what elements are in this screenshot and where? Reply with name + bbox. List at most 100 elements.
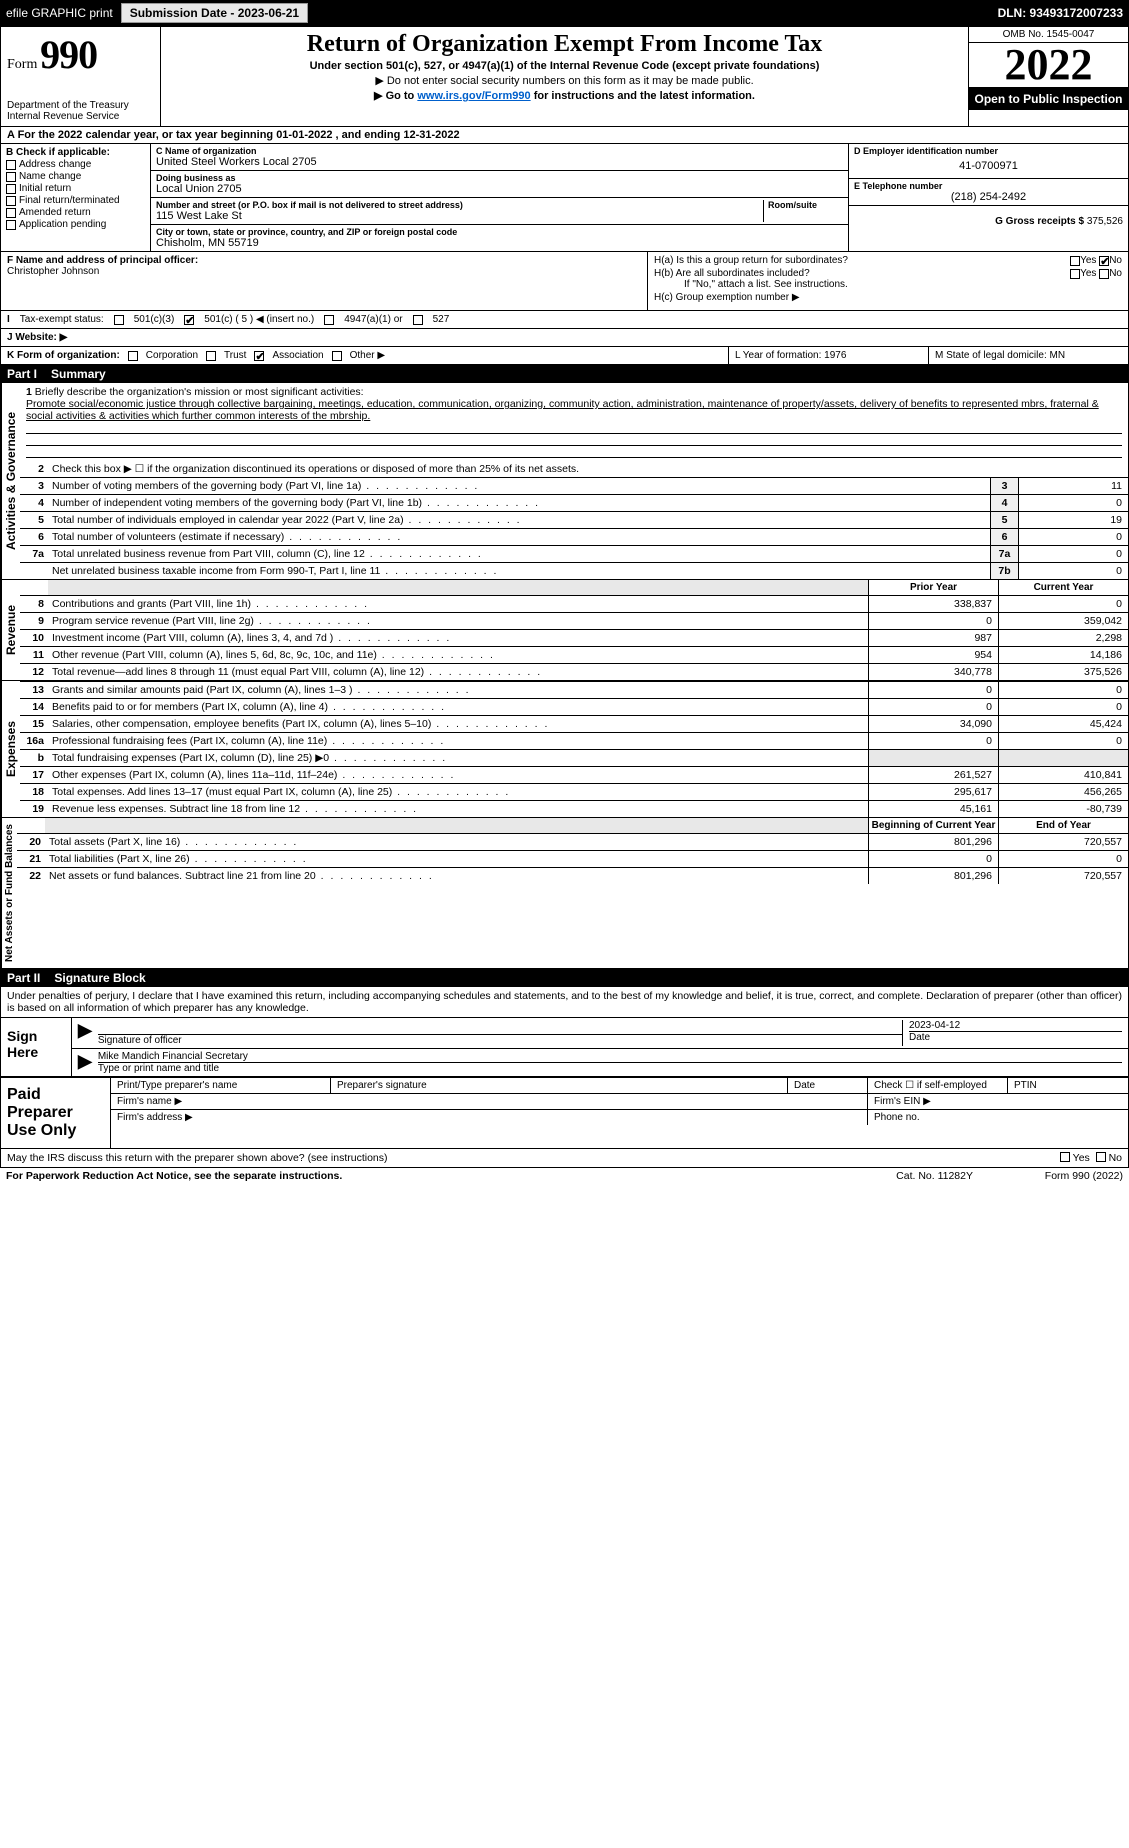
part1-title: Summary bbox=[51, 367, 106, 381]
form-container: Form 990 Department of the Treasury Inte… bbox=[0, 26, 1129, 1168]
dba-label: Doing business as bbox=[156, 173, 843, 183]
col-c-org-info: C Name of organization United Steel Work… bbox=[151, 144, 848, 251]
arrow-icon: ▶ bbox=[78, 1051, 92, 1074]
submission-date-button[interactable]: Submission Date - 2023-06-21 bbox=[121, 3, 308, 23]
chk-trust[interactable] bbox=[206, 351, 216, 361]
data-line: 8Contributions and grants (Part VIII, li… bbox=[20, 595, 1128, 612]
ha-yes-checkbox[interactable] bbox=[1070, 256, 1080, 266]
gov-line: 6Total number of volunteers (estimate if… bbox=[20, 528, 1128, 545]
section-expenses: Expenses 13Grants and similar amounts pa… bbox=[1, 681, 1128, 818]
prior-year-header: Prior Year bbox=[868, 580, 998, 595]
data-line: 14Benefits paid to or for members (Part … bbox=[20, 698, 1128, 715]
chk-application-pending[interactable]: Application pending bbox=[6, 219, 145, 230]
header-mid: Return of Organization Exempt From Incom… bbox=[161, 27, 968, 126]
gov-line: 4Number of independent voting members of… bbox=[20, 494, 1128, 511]
hb-yes-checkbox[interactable] bbox=[1070, 269, 1080, 279]
mission-block: 1 Briefly describe the organization's mi… bbox=[20, 383, 1128, 461]
city-label: City or town, state or province, country… bbox=[156, 227, 843, 237]
beginning-year-header: Beginning of Current Year bbox=[868, 818, 998, 833]
sig-date-label: Date bbox=[909, 1031, 1122, 1043]
data-line: 12Total revenue—add lines 8 through 11 (… bbox=[20, 663, 1128, 680]
self-employed-label: Check ☐ if self-employed bbox=[868, 1078, 1008, 1093]
data-line: 22Net assets or fund balances. Subtract … bbox=[17, 867, 1128, 884]
row-f-h: F Name and address of principal officer:… bbox=[1, 252, 1128, 311]
chk-527[interactable] bbox=[413, 315, 423, 325]
hb-no-checkbox[interactable] bbox=[1099, 269, 1109, 279]
row-a-tax-year: A For the 2022 calendar year, or tax yea… bbox=[1, 127, 1128, 144]
chk-name-change[interactable]: Name change bbox=[6, 171, 145, 182]
org-name: United Steel Workers Local 2705 bbox=[156, 156, 843, 168]
form-number: 990 bbox=[40, 32, 97, 77]
header-left: Form 990 Department of the Treasury Inte… bbox=[1, 27, 161, 126]
irs-link[interactable]: www.irs.gov/Form990 bbox=[417, 90, 530, 102]
data-line: 10Investment income (Part VIII, column (… bbox=[20, 629, 1128, 646]
hc-label: H(c) Group exemption number ▶ bbox=[654, 292, 1122, 303]
chk-association[interactable] bbox=[254, 351, 264, 361]
chk-initial-return[interactable]: Initial return bbox=[6, 183, 145, 194]
form-word: Form bbox=[7, 57, 37, 72]
gov-line: 7aTotal unrelated business revenue from … bbox=[20, 545, 1128, 562]
data-line: 15Salaries, other compensation, employee… bbox=[20, 715, 1128, 732]
data-line: bTotal fundraising expenses (Part IX, co… bbox=[20, 749, 1128, 766]
hb-label: H(b) Are all subordinates included? bbox=[654, 268, 1070, 279]
chk-501c3[interactable] bbox=[114, 315, 124, 325]
chk-final-return[interactable]: Final return/terminated bbox=[6, 195, 145, 206]
data-line: 19Revenue less expenses. Subtract line 1… bbox=[20, 800, 1128, 817]
chk-4947[interactable] bbox=[324, 315, 334, 325]
data-line: 9Program service revenue (Part VIII, lin… bbox=[20, 612, 1128, 629]
section-governance: Activities & Governance 1 Briefly descri… bbox=[1, 383, 1128, 580]
firm-address-label: Firm's address ▶ bbox=[111, 1110, 868, 1125]
header-right: OMB No. 1545-0047 2022 Open to Public In… bbox=[968, 27, 1128, 126]
phone-value: (218) 254-2492 bbox=[854, 191, 1123, 203]
firm-phone-label: Phone no. bbox=[868, 1110, 1128, 1125]
mission-text: Promote social/economic justice through … bbox=[26, 398, 1099, 422]
block-entity-info: B Check if applicable: Address change Na… bbox=[1, 144, 1128, 252]
street-value: 115 West Lake St bbox=[156, 210, 763, 222]
efile-topbar: efile GRAPHIC print Submission Date - 20… bbox=[0, 0, 1129, 26]
form-ref: Form 990 (2022) bbox=[973, 1170, 1123, 1182]
ein-label: D Employer identification number bbox=[854, 146, 1123, 156]
chk-corporation[interactable] bbox=[128, 351, 138, 361]
dba-value: Local Union 2705 bbox=[156, 183, 843, 195]
street-label: Number and street (or P.O. box if mail i… bbox=[156, 200, 763, 210]
sign-here-label: Sign Here bbox=[1, 1018, 71, 1076]
group-return-block: H(a) Is this a group return for subordin… bbox=[648, 252, 1128, 310]
data-line: 16aProfessional fundraising fees (Part I… bbox=[20, 732, 1128, 749]
discuss-row: May the IRS discuss this return with the… bbox=[1, 1148, 1128, 1167]
ha-no-checkbox[interactable] bbox=[1099, 256, 1109, 266]
firm-ein-label: Firm's EIN ▶ bbox=[868, 1094, 1128, 1109]
chk-address-change[interactable]: Address change bbox=[6, 159, 145, 170]
vtab-net-assets: Net Assets or Fund Balances bbox=[1, 818, 17, 968]
section-net-assets: Net Assets or Fund Balances Beginning of… bbox=[1, 818, 1128, 969]
ha-label: H(a) Is this a group return for subordin… bbox=[654, 255, 1070, 266]
chk-amended-return[interactable]: Amended return bbox=[6, 207, 145, 218]
l-year-formation: L Year of formation: 1976 bbox=[728, 347, 928, 364]
discuss-no-checkbox[interactable] bbox=[1096, 1152, 1106, 1162]
perjury-declaration: Under penalties of perjury, I declare th… bbox=[1, 987, 1128, 1017]
part1-label: Part I bbox=[7, 367, 37, 381]
gov-line: Net unrelated business taxable income fr… bbox=[20, 562, 1128, 579]
chk-other[interactable] bbox=[332, 351, 342, 361]
room-label: Room/suite bbox=[768, 200, 843, 210]
officer-name-title: Mike Mandich Financial Secretary bbox=[98, 1051, 1122, 1062]
col-b-checkboxes: B Check if applicable: Address change Na… bbox=[1, 144, 151, 251]
paid-preparer-label: Paid Preparer Use Only bbox=[1, 1078, 111, 1148]
row-i-tax-status: I Tax-exempt status: 501(c)(3) 501(c) ( … bbox=[1, 311, 1128, 329]
form-header: Form 990 Department of the Treasury Inte… bbox=[1, 27, 1128, 127]
city-value: Chisholm, MN 55719 bbox=[156, 237, 843, 249]
vtab-expenses: Expenses bbox=[1, 681, 20, 817]
hb-note: If "No," attach a list. See instructions… bbox=[654, 279, 1122, 290]
gov-line: 5Total number of individuals employed in… bbox=[20, 511, 1128, 528]
sig-date-value: 2023-04-12 bbox=[909, 1020, 1122, 1031]
chk-501c[interactable] bbox=[184, 315, 194, 325]
gross-receipts-label: G Gross receipts $ bbox=[995, 216, 1084, 227]
ptin-label: PTIN bbox=[1008, 1078, 1128, 1093]
tax-status-label: Tax-exempt status: bbox=[20, 314, 104, 325]
discuss-yes-checkbox[interactable] bbox=[1060, 1152, 1070, 1162]
vtab-governance: Activities & Governance bbox=[1, 383, 20, 579]
preparer-sig-label: Preparer's signature bbox=[331, 1078, 788, 1093]
part2-title: Signature Block bbox=[54, 971, 145, 985]
gross-receipts-value: 375,526 bbox=[1087, 216, 1123, 227]
gov-line: 3Number of voting members of the governi… bbox=[20, 477, 1128, 494]
firm-name-label: Firm's name ▶ bbox=[111, 1094, 868, 1109]
